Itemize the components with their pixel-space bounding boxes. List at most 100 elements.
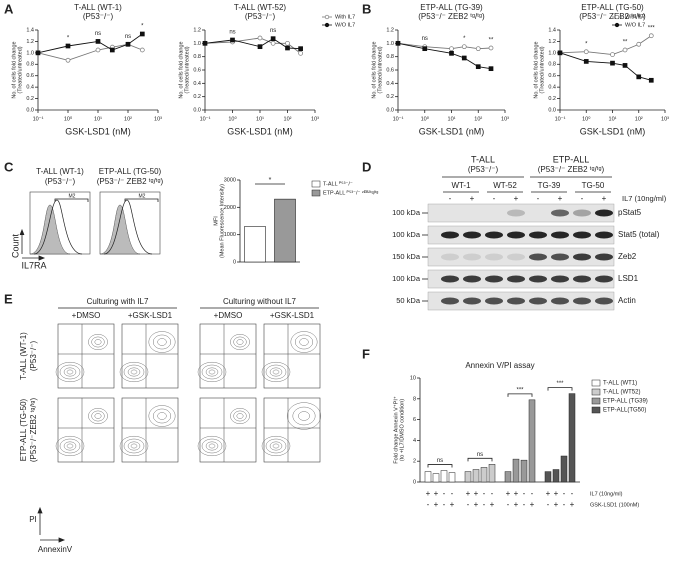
data-point bbox=[395, 40, 401, 46]
condition-mark: - bbox=[483, 489, 486, 498]
condition-mark: - bbox=[523, 500, 526, 509]
contour bbox=[272, 369, 280, 375]
contour bbox=[233, 336, 247, 348]
y-axis-label: PI bbox=[29, 515, 37, 524]
data-point bbox=[285, 45, 290, 51]
y-axis-label: Fold change Annexin V⁺PI⁺ bbox=[392, 396, 399, 464]
blot-band bbox=[485, 297, 503, 305]
gate-label: M2 bbox=[69, 193, 76, 199]
row-label: T-ALL (WT-1) bbox=[19, 332, 28, 380]
x-tick-label: 10⁰ bbox=[582, 115, 591, 122]
y-tick-label: 0.8 bbox=[386, 54, 394, 60]
contour bbox=[130, 443, 138, 449]
contour bbox=[261, 436, 291, 457]
legend-label: ETP-ALL ᴾ⁵³⁻/⁻ ᶻᴱᴮ²ᵗᵍ/ᵗᵍ bbox=[323, 189, 378, 196]
condition-mark: - bbox=[571, 489, 574, 498]
y-axis-label: (Treated/untreated) bbox=[184, 46, 190, 93]
data-point bbox=[583, 49, 589, 55]
bar bbox=[424, 471, 432, 483]
condition-mark: + bbox=[554, 500, 559, 509]
blot-group: (P53⁻/⁻ ZEB2 ᵗᵍ/ᵗᵍ) bbox=[538, 165, 605, 174]
x-tick-label: 10³ bbox=[661, 116, 669, 122]
contour bbox=[201, 364, 223, 380]
kda-label: 50 kDa bbox=[396, 296, 421, 305]
row-label: ETP-ALL (TG-50) bbox=[19, 398, 28, 461]
axis bbox=[559, 30, 665, 111]
condition-mark: + bbox=[546, 489, 551, 498]
annotation: ** bbox=[489, 38, 494, 44]
blot-band bbox=[573, 209, 591, 217]
y-tick-label: 1.0 bbox=[548, 50, 556, 56]
y-tick-label: 0.0 bbox=[26, 107, 34, 113]
y-axis-label: No. of cells fold change bbox=[11, 41, 17, 98]
data-point bbox=[488, 45, 494, 51]
x-tick-label: 10³ bbox=[501, 116, 509, 122]
contour bbox=[55, 436, 85, 457]
cell-line: WT-52 bbox=[493, 181, 517, 190]
contour bbox=[265, 438, 287, 454]
legend-swatch bbox=[311, 189, 321, 197]
panel-letter: F bbox=[362, 346, 370, 361]
y-tick-label: 0.4 bbox=[26, 85, 34, 91]
x-tick-label: 10¹ bbox=[609, 116, 617, 122]
contour bbox=[157, 412, 167, 420]
treatment-label: IL7 (10ng/ml) bbox=[622, 194, 667, 203]
legend-swatch bbox=[591, 406, 601, 414]
y-tick-label: 8 bbox=[413, 396, 416, 402]
blot-band bbox=[463, 253, 481, 261]
blot-band bbox=[485, 253, 503, 261]
chart-title: ETP-ALL (TG-50) bbox=[581, 3, 644, 12]
contour bbox=[94, 339, 102, 345]
contour bbox=[152, 408, 171, 424]
data-point bbox=[622, 63, 628, 68]
data-point bbox=[202, 40, 208, 46]
condition-mark: + bbox=[434, 489, 439, 498]
protein-label: Stat5 (total) bbox=[618, 230, 660, 239]
treatment-sign: + bbox=[470, 194, 475, 203]
y-tick-label: 6 bbox=[413, 417, 416, 423]
annotation: ns bbox=[229, 30, 235, 36]
annotation: * bbox=[269, 177, 272, 184]
blot-band bbox=[595, 297, 613, 305]
kda-label: 150 kDa bbox=[392, 252, 421, 261]
panel-letter: B bbox=[362, 1, 371, 16]
blot-band bbox=[441, 231, 459, 239]
bar bbox=[464, 471, 472, 483]
contour bbox=[66, 369, 74, 375]
contour bbox=[233, 410, 247, 422]
data-point bbox=[461, 44, 467, 50]
bar bbox=[472, 469, 480, 483]
contour bbox=[59, 438, 81, 454]
blot-band bbox=[463, 231, 481, 239]
protein-label: Zeb2 bbox=[618, 252, 637, 261]
condition-mark: + bbox=[490, 500, 495, 509]
blot-band bbox=[441, 275, 459, 283]
blot-band bbox=[551, 231, 569, 239]
y-axis-label: (to +IL7/DMSO condition) bbox=[399, 399, 405, 461]
blot-group: ETP-ALL bbox=[553, 154, 590, 164]
contour-frame bbox=[199, 323, 257, 389]
treatment-header: +DMSO bbox=[72, 311, 101, 320]
contour bbox=[63, 441, 77, 451]
axis-arrow bbox=[37, 506, 43, 535]
data-point bbox=[139, 31, 145, 37]
annotation: *** bbox=[648, 25, 656, 31]
data-point bbox=[298, 50, 303, 56]
legend-label: With IL7 bbox=[335, 14, 355, 20]
y-tick-label: 0 bbox=[413, 479, 416, 485]
annotation: ns bbox=[125, 34, 131, 40]
contour bbox=[197, 362, 227, 383]
y-tick-label: 1.2 bbox=[193, 27, 201, 33]
contour bbox=[292, 406, 316, 426]
contour bbox=[123, 364, 145, 380]
contour-frame bbox=[121, 397, 179, 463]
axis-arrow bbox=[22, 255, 46, 261]
histogram-stained bbox=[33, 199, 83, 255]
blot-band bbox=[595, 231, 613, 239]
y-tick-label: 0.4 bbox=[386, 81, 394, 87]
gate-line bbox=[54, 198, 89, 202]
blot-band bbox=[529, 297, 547, 305]
treatment-header: +DMSO bbox=[214, 311, 243, 320]
blot-band bbox=[595, 253, 613, 261]
